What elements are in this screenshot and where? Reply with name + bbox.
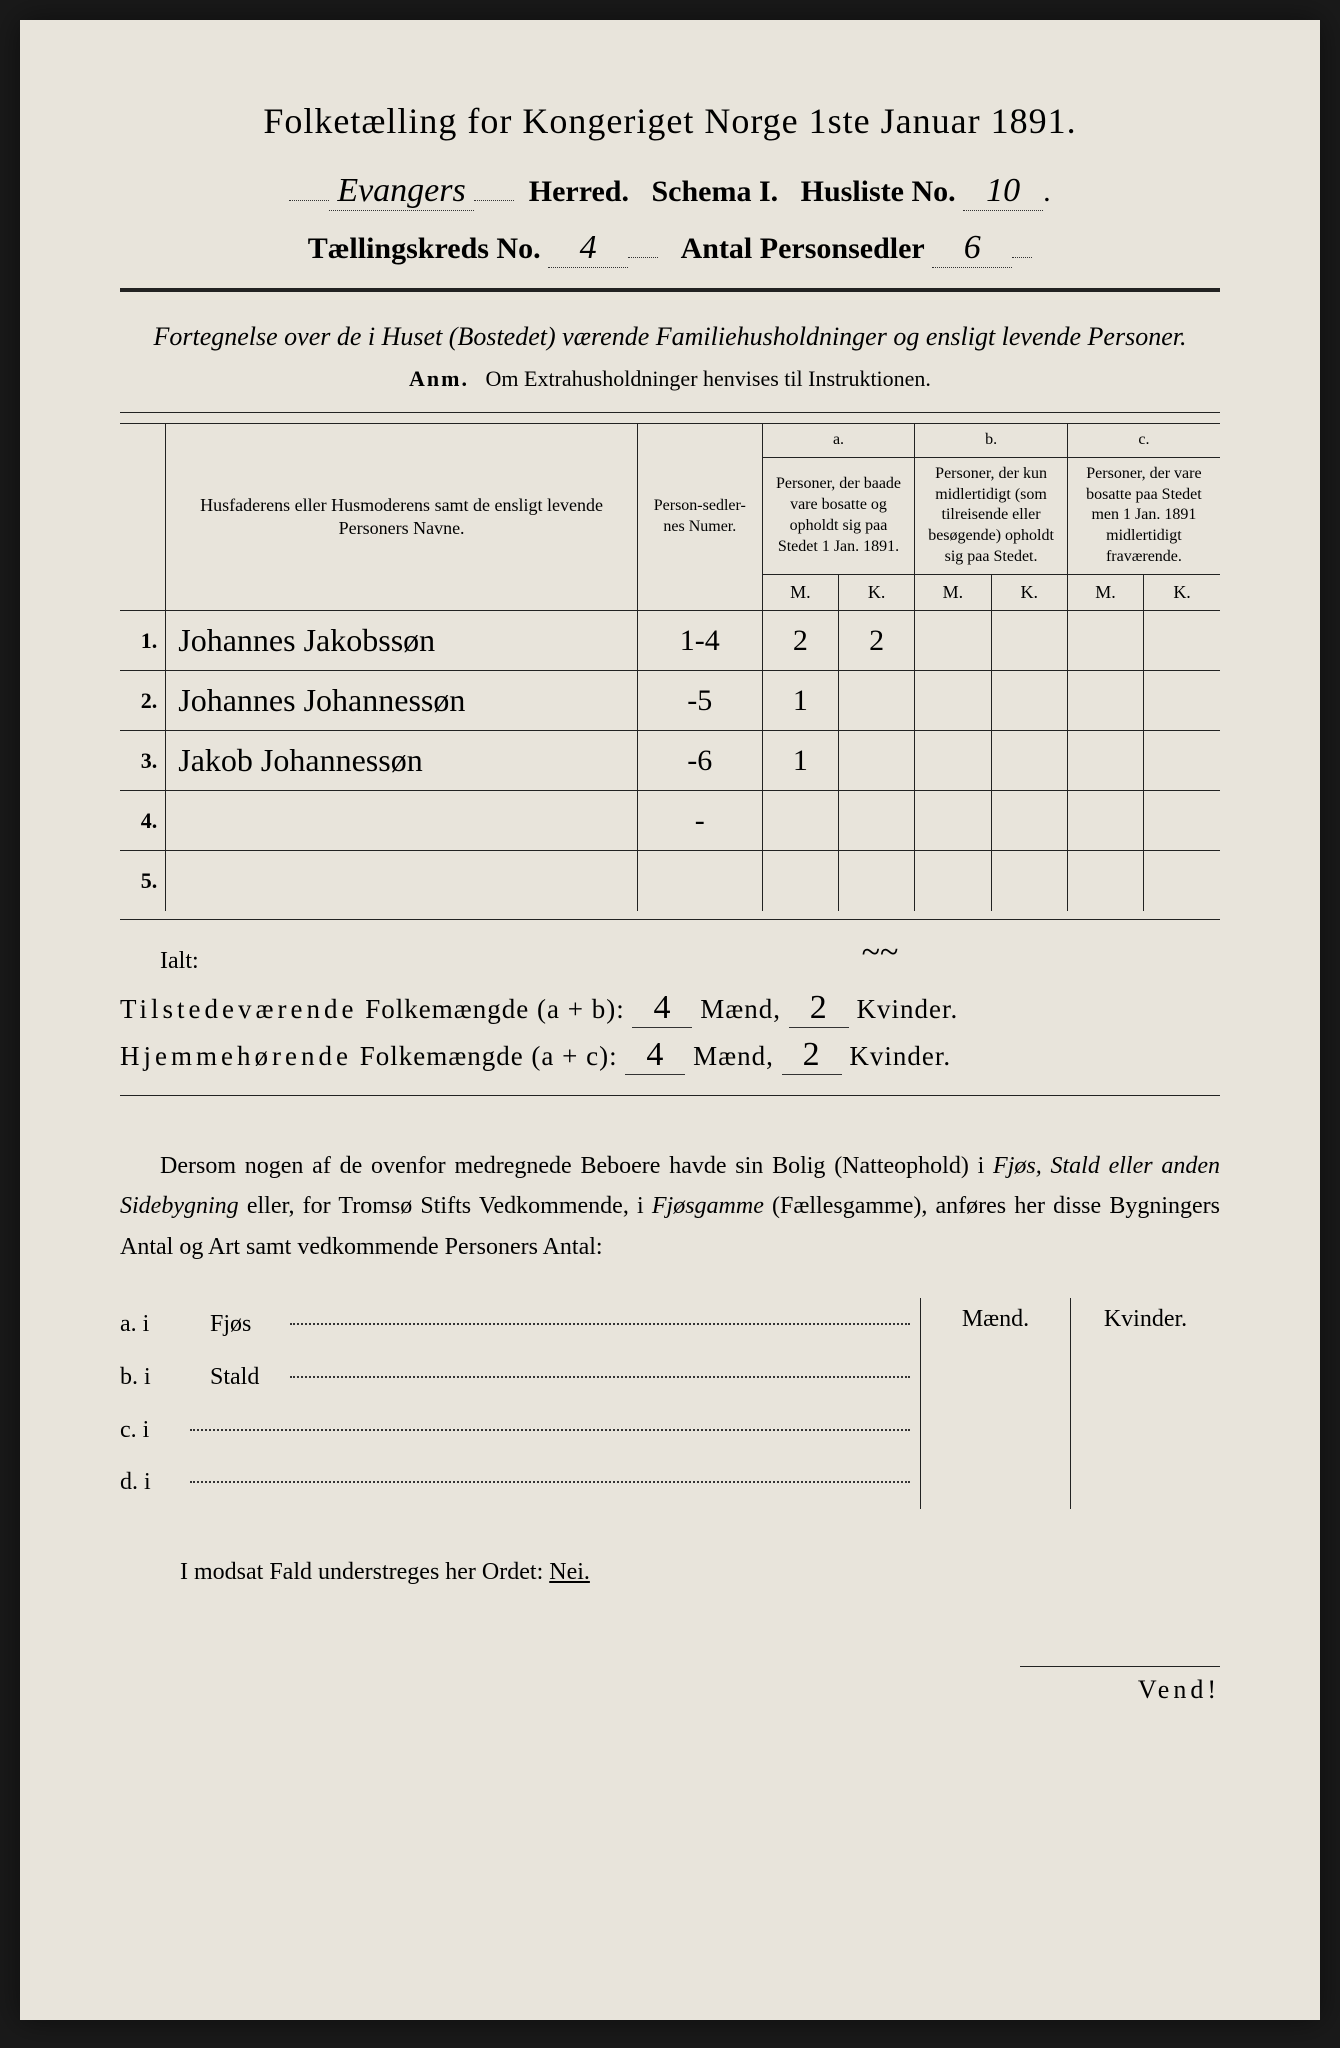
census-form-page: Folketælling for Kongeriget Norge 1ste J… xyxy=(20,20,1320,2020)
col-m: M. xyxy=(915,574,991,610)
kvinder-label: Kvinder. xyxy=(856,994,958,1024)
tilstede-mid: Folkemængde (a + b): xyxy=(365,994,624,1024)
kreds-label: Tællingskreds No. xyxy=(308,232,541,265)
anm-label: Anm. xyxy=(409,366,469,391)
tilstede-m: 4 xyxy=(632,989,692,1028)
divider xyxy=(120,919,1220,920)
census-table: Husfaderens eller Husmoderens samt de en… xyxy=(120,423,1220,911)
hjemme-k: 2 xyxy=(782,1036,842,1075)
lower-right: Mænd. Kvinder. xyxy=(920,1298,1220,1509)
hjemme-m: 4 xyxy=(625,1036,685,1075)
instruction-paragraph: Dersom nogen af de ovenfor medregnede Be… xyxy=(120,1146,1220,1268)
modsat-line: I modsat Fald understreges her Ordet: Ne… xyxy=(120,1559,1220,1586)
maend-header: Mænd. xyxy=(921,1298,1070,1341)
subtitle: Fortegnelse over de i Huset (Bostedet) v… xyxy=(120,317,1220,356)
header-line-1: Evangers Herred. Schema I. Husliste No. … xyxy=(120,172,1220,211)
col-name: Husfaderens eller Husmoderens samt de en… xyxy=(166,424,638,611)
antal-label: Antal Personsedler xyxy=(681,232,925,265)
divider xyxy=(120,288,1220,292)
col-k: K. xyxy=(991,574,1067,610)
hjemme-label: Hjemmehørende xyxy=(120,1041,352,1071)
col-c-label: c. xyxy=(1067,424,1220,458)
col-c-text: Personer, der vare bosatte paa Stedet me… xyxy=(1067,457,1220,574)
col-b-text: Personer, der kun midlertidigt (som tilr… xyxy=(915,457,1068,574)
col-k: K. xyxy=(1144,574,1220,610)
maend-label: Mænd, xyxy=(700,994,781,1024)
maend-label: Mænd, xyxy=(693,1041,774,1071)
table-row: 2. Johannes Johannessøn -5 1 xyxy=(120,671,1220,731)
tilstede-label: Tilstedeværende xyxy=(120,994,358,1024)
antal-value: 6 xyxy=(932,229,1012,268)
anm-text: Om Extrahusholdninger henvises til Instr… xyxy=(486,366,931,391)
schema-label: Schema I. xyxy=(651,175,778,208)
table-row: 4. - xyxy=(120,791,1220,851)
ialt-label: Ialt: xyxy=(120,928,540,981)
nei-underlined: Nei. xyxy=(549,1559,590,1585)
row-b: b. i Stald xyxy=(120,1351,920,1404)
col-b-label: b. xyxy=(915,424,1068,458)
kreds-value: 4 xyxy=(548,229,628,268)
checkmark: ~~ xyxy=(540,928,1220,981)
husliste-label: Husliste No. xyxy=(801,175,956,208)
col-a-text: Personer, der baade vare bosatte og opho… xyxy=(762,457,915,574)
row-c: c. i xyxy=(120,1404,920,1457)
vend-label: Vend! xyxy=(1020,1666,1220,1705)
row-a: a. i Fjøs xyxy=(120,1298,920,1351)
col-m: M. xyxy=(1067,574,1143,610)
lower-left: a. i Fjøs b. i Stald c. i d. i xyxy=(120,1298,920,1509)
col-a-label: a. xyxy=(762,424,915,458)
lower-section: a. i Fjøs b. i Stald c. i d. i Mænd. xyxy=(120,1298,1220,1509)
col-k: K. xyxy=(839,574,915,610)
col-sedler: Person-sedler-nes Numer. xyxy=(637,424,762,611)
herred-label: Herred. xyxy=(529,175,629,208)
husliste-value: 10 xyxy=(963,172,1043,211)
table-row: 5. xyxy=(120,851,1220,911)
table-row: 3. Jakob Johannessøn -6 1 xyxy=(120,731,1220,791)
row-d: d. i xyxy=(120,1456,920,1509)
header-line-2: Tællingskreds No. 4 Antal Personsedler 6 xyxy=(120,229,1220,268)
divider xyxy=(120,412,1220,413)
page-title: Folketælling for Kongeriget Norge 1ste J… xyxy=(120,100,1220,142)
hjemme-mid: Folkemængde (a + c): xyxy=(360,1041,618,1071)
kvinder-header: Kvinder. xyxy=(1071,1298,1220,1341)
herred-value: Evangers xyxy=(329,172,473,211)
tilstede-k: 2 xyxy=(789,989,849,1028)
summary-line-1: Tilstedeværende Folkemængde (a + b): 4 M… xyxy=(120,989,1220,1028)
divider xyxy=(120,1095,1220,1096)
col-m: M. xyxy=(762,574,838,610)
table-row: 1. Johannes Jakobssøn 1-4 2 2 xyxy=(120,611,1220,671)
summary-line-2: Hjemmehørende Folkemængde (a + c): 4 Mæn… xyxy=(120,1036,1220,1075)
annotation-line: Anm. Om Extrahusholdninger henvises til … xyxy=(120,366,1220,392)
kvinder-label: Kvinder. xyxy=(849,1041,951,1071)
